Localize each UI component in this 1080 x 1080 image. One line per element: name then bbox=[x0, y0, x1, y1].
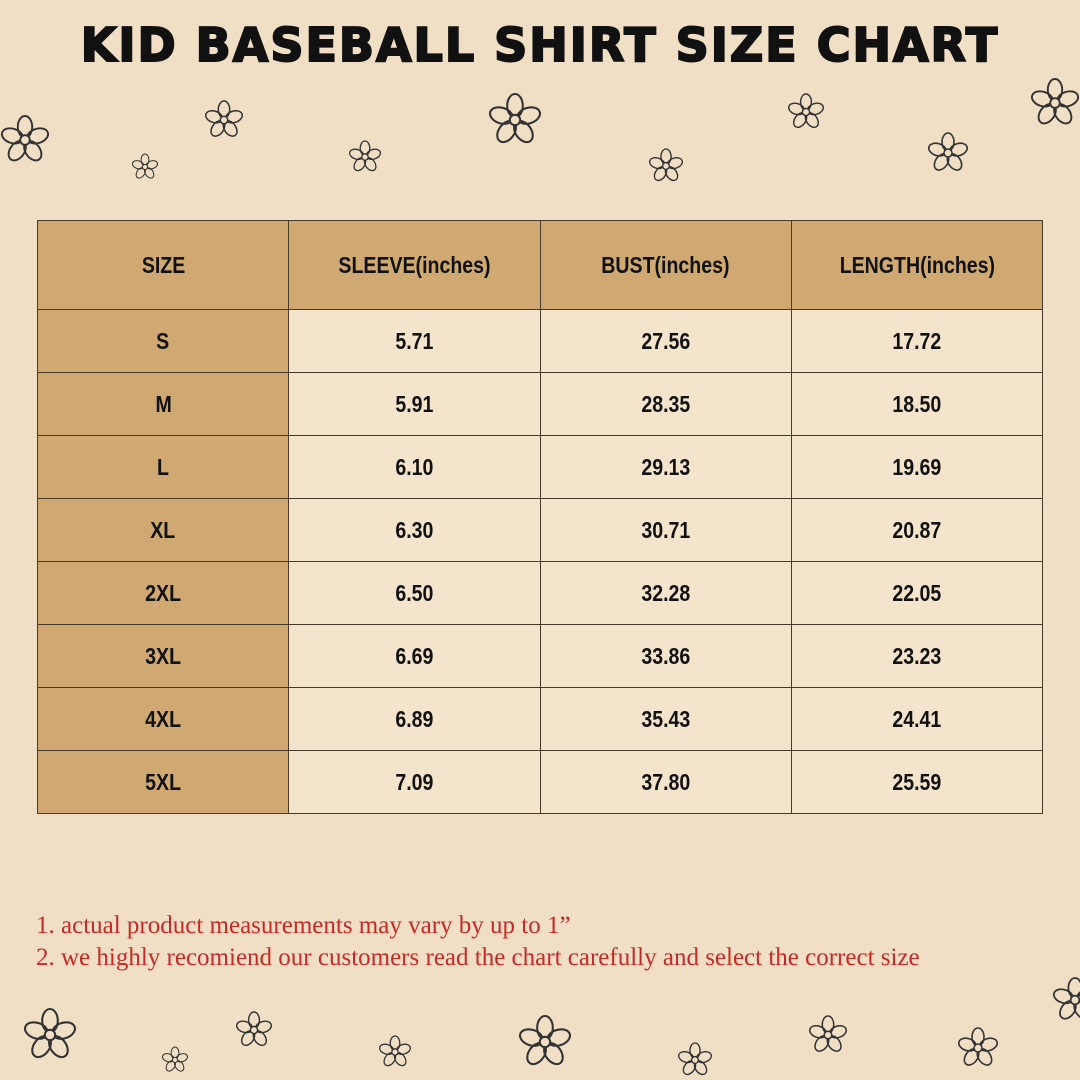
cell-text: SIZE bbox=[141, 251, 185, 278]
value-cell: 32.28 bbox=[539, 561, 792, 625]
size-cell: 4XL bbox=[36, 687, 290, 751]
value-cell: 17.72 bbox=[790, 309, 1044, 373]
cell-text: SLEEVE(inches) bbox=[338, 251, 491, 278]
cell-text: 30.71 bbox=[641, 516, 691, 543]
size-cell: XL bbox=[36, 498, 290, 562]
cell-text: 35.43 bbox=[641, 705, 691, 732]
size-table: SIZE SLEEVE(inches) BUST(inches) LENGTH(inc… bbox=[36, 220, 1044, 814]
value-cell: 19.69 bbox=[790, 435, 1044, 499]
cell-text: 6.50 bbox=[395, 579, 434, 606]
size-cell: 3XL bbox=[36, 624, 290, 688]
cell-text: 32.28 bbox=[641, 579, 691, 606]
table-row: S 5.71 27.56 17.72 bbox=[36, 309, 1044, 373]
column-header: SIZE bbox=[36, 220, 290, 310]
table-row: 2XL 6.50 32.28 22.05 bbox=[36, 561, 1044, 625]
cell-text: 27.56 bbox=[641, 327, 691, 354]
value-cell: 30.71 bbox=[539, 498, 792, 562]
value-cell: 6.10 bbox=[288, 435, 541, 499]
cell-text: 6.30 bbox=[395, 516, 434, 543]
value-cell: 7.09 bbox=[288, 750, 541, 814]
value-cell: 29.13 bbox=[539, 435, 792, 499]
value-cell: 5.91 bbox=[288, 372, 541, 436]
title: KID BASEBALL SHIRT SIZE CHART bbox=[80, 17, 1000, 73]
value-cell: 5.71 bbox=[288, 309, 541, 373]
cell-text: 5.91 bbox=[395, 390, 434, 417]
table-row: 4XL 6.89 35.43 24.41 bbox=[36, 687, 1044, 751]
value-cell: 18.50 bbox=[790, 372, 1044, 436]
table-row: M 5.91 28.35 18.50 bbox=[36, 372, 1044, 436]
cell-text: 18.50 bbox=[892, 390, 942, 417]
value-cell: 33.86 bbox=[539, 624, 792, 688]
value-cell: 25.59 bbox=[790, 750, 1044, 814]
value-cell: 27.56 bbox=[539, 309, 792, 373]
cell-text: 2XL bbox=[145, 579, 182, 606]
table-row: 5XL 7.09 37.80 25.59 bbox=[36, 750, 1044, 814]
header-row: SIZE SLEEVE(inches) BUST(inches) LENGTH(inc… bbox=[36, 220, 1044, 310]
value-cell: 6.50 bbox=[288, 561, 541, 625]
cell-text: 24.41 bbox=[892, 705, 942, 732]
cell-text: L bbox=[157, 453, 170, 480]
size-cell: L bbox=[36, 435, 290, 499]
value-cell: 37.80 bbox=[539, 750, 792, 814]
note: 1. actual product measurements may vary … bbox=[36, 912, 571, 939]
column-header: LENGTH(inches) bbox=[790, 220, 1044, 310]
value-cell: 6.89 bbox=[288, 687, 541, 751]
value-cell: 6.30 bbox=[288, 498, 541, 562]
cell-text: 25.59 bbox=[892, 768, 942, 795]
cell-text: 28.35 bbox=[641, 390, 691, 417]
cell-text: 37.80 bbox=[641, 768, 691, 795]
cell-text: 5.71 bbox=[395, 327, 434, 354]
value-cell: 20.87 bbox=[790, 498, 1044, 562]
notes: 1. actual product measurements may vary … bbox=[36, 910, 920, 974]
size-cell: M bbox=[36, 372, 290, 436]
cell-text: 5XL bbox=[145, 768, 182, 795]
value-cell: 23.23 bbox=[790, 624, 1044, 688]
cell-text: 17.72 bbox=[892, 327, 942, 354]
table-row: L 6.10 29.13 19.69 bbox=[36, 435, 1044, 499]
value-cell: 22.05 bbox=[790, 561, 1044, 625]
column-header: BUST(inches) bbox=[539, 220, 792, 310]
cell-text: 23.23 bbox=[892, 642, 942, 669]
cell-text: 33.86 bbox=[641, 642, 691, 669]
cell-text: 19.69 bbox=[892, 453, 942, 480]
cell-text: S bbox=[156, 327, 170, 354]
value-cell: 24.41 bbox=[790, 687, 1044, 751]
cell-text: 7.09 bbox=[395, 768, 434, 795]
cell-text: 6.10 bbox=[395, 453, 434, 480]
cell-text: XL bbox=[150, 516, 176, 543]
size-cell: S bbox=[36, 309, 290, 373]
cell-text: BUST(inches) bbox=[601, 251, 730, 278]
column-header: SLEEVE(inches) bbox=[288, 220, 541, 310]
size-cell: 2XL bbox=[36, 561, 290, 625]
value-cell: 6.69 bbox=[288, 624, 541, 688]
table-row: 3XL 6.69 33.86 23.23 bbox=[36, 624, 1044, 688]
cell-text: 6.69 bbox=[395, 642, 434, 669]
value-cell: 35.43 bbox=[539, 687, 792, 751]
cell-text: 4XL bbox=[145, 705, 182, 732]
cell-text: 3XL bbox=[145, 642, 182, 669]
cell-text: LENGTH(inches) bbox=[839, 251, 995, 278]
size-cell: 5XL bbox=[36, 750, 290, 814]
note: 2. we highly recomiend our customers rea… bbox=[36, 944, 920, 971]
cell-text: 29.13 bbox=[641, 453, 691, 480]
value-cell: 28.35 bbox=[539, 372, 792, 436]
cell-text: 6.89 bbox=[395, 705, 434, 732]
cell-text: M bbox=[154, 390, 172, 417]
cell-text: 20.87 bbox=[892, 516, 942, 543]
cell-text: 22.05 bbox=[892, 579, 942, 606]
table-row: XL 6.30 30.71 20.87 bbox=[36, 498, 1044, 562]
